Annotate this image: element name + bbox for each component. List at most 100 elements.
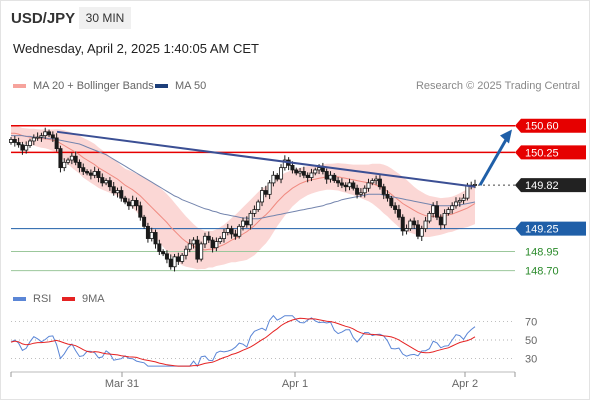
candle-body (267, 182, 272, 195)
candle-body (149, 232, 154, 239)
candle-body (210, 239, 215, 249)
trendline (56, 130, 476, 188)
candle-body (362, 187, 367, 194)
price-label-148.95: 148.95 (525, 247, 559, 259)
legend-9ma: 9MA (62, 293, 105, 305)
candle-body (290, 164, 295, 171)
candle-body (450, 205, 455, 210)
timeframe-badge[interactable]: 30 MIN (79, 7, 131, 29)
price-label-149.82: 149.82 (525, 180, 559, 192)
candle-body (142, 216, 147, 227)
candle-body (431, 205, 436, 214)
candle-body (12, 139, 17, 143)
candle-body (164, 253, 169, 260)
candle-body (134, 200, 139, 207)
candle-body (145, 225, 150, 239)
candle-body (347, 182, 352, 188)
ma20-swatch (13, 84, 26, 88)
candle-body (457, 200, 462, 203)
x-tick-label: Apr 1 (282, 378, 308, 390)
candle-body (381, 186, 386, 195)
legend-ma20: MA 20 + Bollinger Bands (13, 80, 154, 92)
candle-body (404, 228, 409, 232)
price-label-148.70: 148.70 (525, 266, 559, 278)
candle-body (244, 220, 249, 226)
copyright: Research © 2025 Trading Central (415, 80, 580, 92)
candle-body (389, 197, 394, 207)
candle-body (465, 184, 470, 199)
candle-body (92, 171, 97, 176)
candle-body (39, 135, 44, 138)
price-label-149.25: 149.25 (525, 224, 559, 236)
candle-body (202, 235, 207, 245)
candle-body (275, 174, 280, 180)
price-label-150.25: 150.25 (525, 147, 559, 159)
candle-body (77, 161, 82, 169)
candle-body (282, 159, 287, 169)
candle-body (62, 161, 67, 169)
candle-body (233, 233, 238, 237)
candle-body (240, 220, 245, 227)
price-tag-150.60 (515, 118, 586, 133)
candle-body (328, 174, 333, 180)
candle-body (313, 169, 318, 174)
candle-body (183, 248, 188, 256)
candle-body (263, 190, 268, 195)
price-label-150.60: 150.60 (525, 121, 559, 133)
candle-body (20, 144, 25, 151)
candle-body (119, 190, 124, 199)
candle-body (453, 201, 458, 207)
candle-body (199, 243, 204, 260)
candle-body (176, 256, 181, 262)
rsi-tick-50: 50 (525, 335, 537, 347)
forecast-arrow-shaft (478, 133, 511, 186)
candle-body (229, 228, 234, 235)
legend-rsi-label: RSI (33, 293, 52, 305)
candle-body (195, 239, 200, 260)
candle-body (320, 167, 325, 172)
candle-body (294, 169, 299, 174)
legend-ma20-label: MA 20 + Bollinger Bands (33, 80, 154, 92)
rsi-ma-line (10, 317, 476, 367)
candle-body (256, 201, 261, 210)
price-tag-149.82 (515, 178, 586, 193)
candle-body (412, 220, 417, 226)
candle-body (221, 232, 226, 239)
candle-body (126, 201, 131, 207)
candle-body (123, 197, 128, 203)
symbol-label: USD/JPY (11, 10, 76, 27)
datetime-label: Wednesday, April 2, 2025 1:40:05 AM CET (13, 41, 259, 56)
candle-body (225, 228, 230, 233)
candle-body (446, 209, 451, 214)
candle-body (69, 155, 74, 161)
candle-body (343, 184, 348, 188)
candle-body (107, 180, 112, 188)
candle-body (206, 235, 211, 241)
candle-body (153, 232, 158, 245)
candle-body (370, 180, 375, 184)
candle-body (66, 159, 71, 163)
candle-body (419, 228, 424, 237)
bollinger-band (11, 125, 475, 270)
candle-body (100, 177, 105, 184)
candle-body (415, 224, 420, 237)
legend-ma50: MA 50 (155, 80, 206, 92)
candle-body (279, 167, 284, 180)
rsi-tick-70: 70 (525, 316, 537, 328)
candle-body (339, 182, 344, 186)
candle-body (332, 174, 337, 182)
candle-body (393, 205, 398, 210)
candle-body (47, 131, 52, 136)
x-tick-label: Mar 31 (105, 378, 139, 390)
candle-body (31, 137, 36, 142)
candle-body (96, 171, 101, 178)
candle-body (400, 216, 405, 232)
legend-rsi: RSI (13, 293, 51, 305)
price-tag-150.25 (515, 145, 586, 160)
candle-body (324, 171, 329, 180)
candle-body (104, 180, 109, 184)
candle-body (385, 193, 390, 199)
candle-body (111, 186, 116, 194)
candle-body (396, 209, 401, 218)
